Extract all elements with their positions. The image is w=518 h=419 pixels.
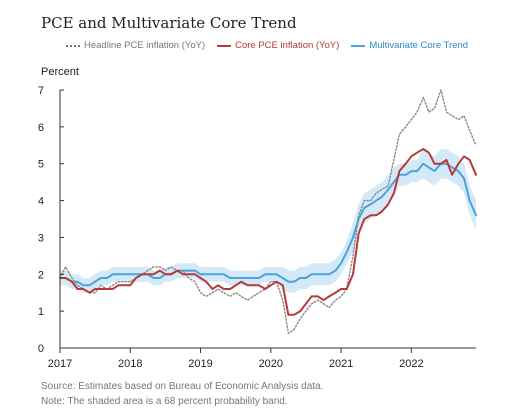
multivariate-core-trend-line: [59, 162, 477, 287]
chart-title: PCE and Multivariate Core Trend: [41, 14, 297, 32]
y-tick-label: 3: [38, 232, 44, 244]
legend-item-trend: Multivariate Core Trend: [351, 40, 468, 51]
x-tick-label: 2021: [329, 358, 353, 370]
y-tick-label: 1: [38, 306, 44, 318]
legend-item-core: Core PCE inflation (YoY): [217, 40, 339, 51]
x-tick-label: 2019: [188, 358, 212, 370]
legend-swatch-core: [217, 44, 232, 47]
series-lines-layer: [59, 89, 477, 334]
legend-label-core: Core PCE inflation (YoY): [235, 40, 340, 51]
y-tick-label: 6: [38, 122, 44, 134]
y-tick-label: 5: [38, 159, 44, 171]
legend-label-headline: Headline PCE inflation (YoY): [84, 40, 206, 51]
x-tick-label: 2020: [259, 358, 283, 370]
note-line: Note: The shaded area is a 68 percent pr…: [41, 396, 288, 407]
source-note: Source: Estimates based on Bureau of Eco…: [41, 379, 323, 409]
x-tick-label: 2018: [118, 358, 142, 370]
y-tick-label: 4: [38, 196, 44, 208]
x-tick-label: 2017: [48, 358, 72, 370]
x-tick-label: 2022: [399, 358, 423, 370]
y-tick-label: 7: [38, 85, 44, 97]
y-tick-label: 0: [38, 343, 44, 355]
headline-pce-line: [59, 89, 477, 334]
legend-item-headline: Headline PCE inflation (YoY): [66, 40, 205, 51]
axes-layer: 0 1 2 3 4 5 6 7 2017 2018 2019 2020 2021 2022: [38, 85, 476, 370]
legend-swatch-trend: [351, 44, 366, 47]
y-axis-label: Percent: [41, 66, 79, 78]
legend: Headline PCE inflation (YoY) Core PCE in…: [66, 40, 506, 51]
legend-label-trend: Multivariate Core Trend: [369, 40, 469, 51]
legend-swatch-headline: [66, 44, 80, 47]
y-tick-label: 2: [38, 269, 44, 281]
source-line: Source: Estimates based on Bureau of Eco…: [41, 381, 324, 392]
core-pce-line: [59, 148, 477, 316]
